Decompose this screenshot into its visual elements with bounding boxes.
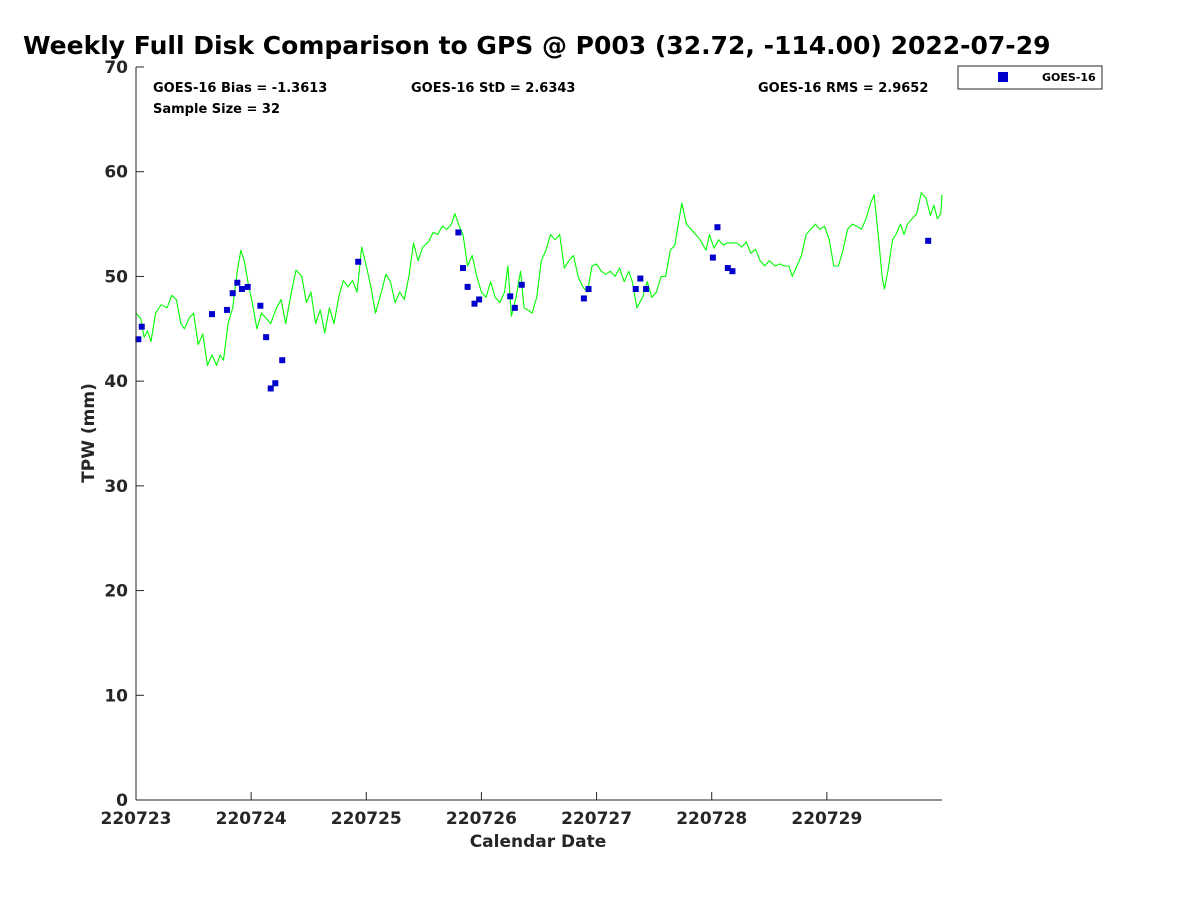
sample-size-stat: Sample Size = 32	[153, 102, 280, 117]
legend: GOES-16	[957, 65, 1103, 90]
y-tick-label: 60	[104, 163, 128, 183]
goes16-data-point	[238, 285, 245, 292]
goes16-data-point	[244, 283, 251, 290]
goes16-data-point	[632, 285, 639, 292]
goes16-data-point	[272, 380, 279, 387]
x-tick-label: 220728	[676, 809, 747, 829]
goes16-data-point	[138, 323, 145, 330]
goes16-data-point	[135, 336, 142, 343]
goes16-data-point	[476, 296, 483, 303]
chart-title: Weekly Full Disk Comparison to GPS @ P00…	[23, 31, 1050, 60]
x-tick-label: 220729	[791, 809, 862, 829]
std-stat: GOES-16 StD = 2.6343	[411, 81, 575, 96]
goes16-data-point	[643, 285, 650, 292]
goes16-data-point	[518, 281, 525, 288]
legend-marker	[998, 72, 1008, 82]
y-tick-label: 30	[104, 477, 128, 497]
goes16-data-point	[580, 295, 587, 302]
plot-area	[136, 67, 942, 800]
y-tick-label: 50	[104, 267, 128, 287]
goes16-data-point	[208, 311, 215, 318]
legend-label-goes16: GOES-16	[1042, 71, 1096, 84]
legend-box	[957, 65, 1103, 90]
goes16-data-point	[229, 290, 236, 297]
rms-stat: GOES-16 RMS = 2.9652	[758, 81, 928, 96]
x-tick-label: 220727	[561, 809, 632, 829]
y-axis-ticks: 0 10 20 30 40 50 60 70	[104, 58, 144, 811]
goes16-data-point	[511, 304, 518, 311]
series-line	[135, 192, 943, 366]
x-axis-label: Calendar Date	[470, 832, 607, 852]
goes16-data-point	[507, 293, 514, 300]
goes16-data-point	[925, 237, 932, 244]
goes16-data-point	[267, 385, 274, 392]
goes16-data-point	[709, 254, 716, 261]
goes16-data-point	[471, 300, 478, 307]
x-tick-label: 220724	[216, 809, 287, 829]
bias-stat: GOES-16 Bias = -1.3613	[153, 81, 327, 96]
goes16-data-point	[257, 302, 264, 309]
x-tick-label: 220723	[101, 809, 172, 829]
y-tick-label: 10	[104, 686, 128, 706]
y-tick-label: 70	[104, 58, 128, 78]
x-tick-label: 220726	[446, 809, 517, 829]
goes16-data-point	[460, 265, 467, 272]
goes16-data-point	[234, 279, 241, 286]
series-layer	[135, 192, 943, 392]
goes16-data-point	[223, 306, 230, 313]
x-axis-ticks: 220723 220724 220725 220726 220727 220728 2207…	[101, 792, 862, 829]
goes16-data-point	[464, 283, 471, 290]
y-tick-label: 40	[104, 372, 128, 392]
goes16-data-point	[455, 229, 462, 236]
y-tick-label: 0	[116, 791, 128, 811]
y-axis-label: TPW (mm)	[79, 383, 99, 483]
goes16-data-point	[585, 285, 592, 292]
y-tick-label: 20	[104, 582, 128, 602]
x-tick-label: 220725	[331, 809, 402, 829]
goes16-data-point	[637, 275, 644, 282]
goes16-data-point	[355, 258, 362, 265]
goes16-data-point	[279, 357, 286, 364]
goes16-data-point	[724, 265, 731, 272]
goes16-data-point	[714, 224, 721, 231]
goes16-data-point	[729, 268, 736, 275]
goes16-data-point	[263, 334, 270, 341]
